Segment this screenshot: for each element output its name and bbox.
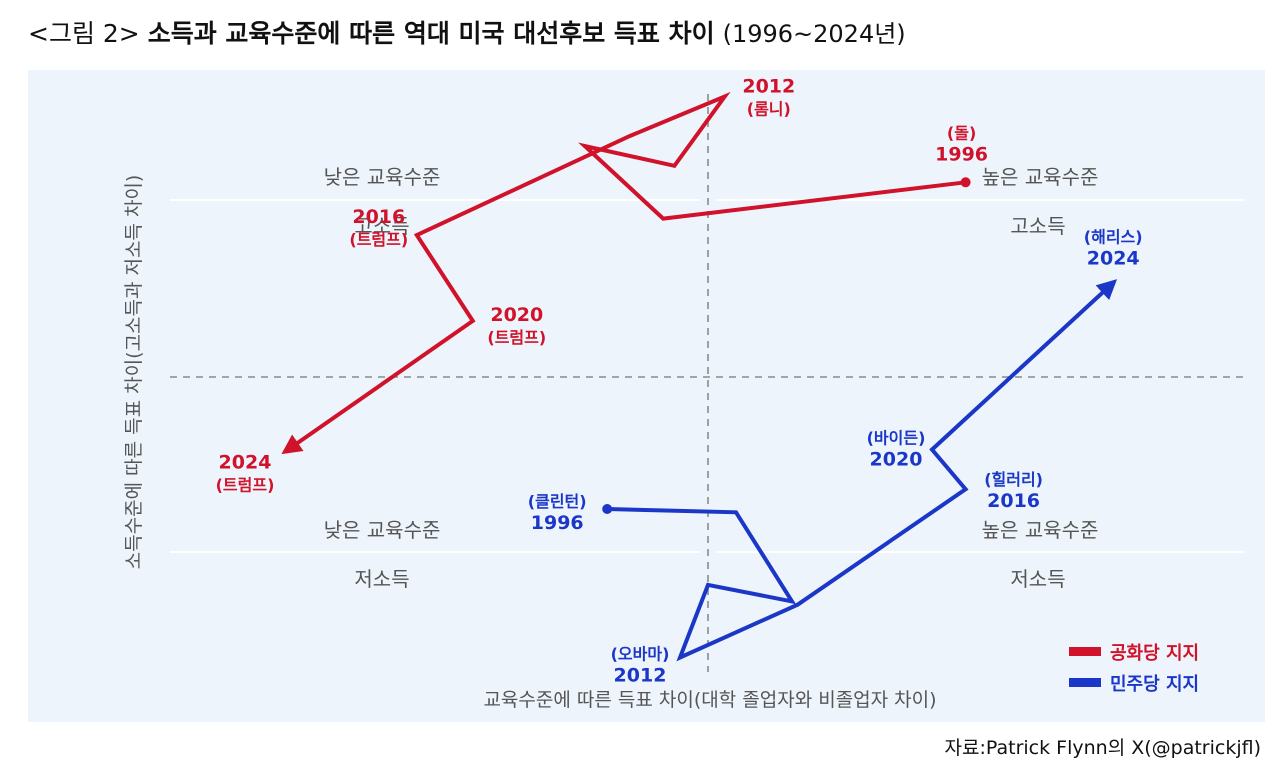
legend-swatch-republican (1069, 647, 1101, 656)
series-vertex-democrat-6 (963, 487, 968, 492)
point-year-label-republican-2024: 2024 (219, 452, 272, 474)
point-year-label-democrat-2016: 2016 (987, 490, 1040, 512)
point-year-label-democrat-2012: 2012 (614, 665, 667, 687)
title-prefix: <그림 2> (28, 19, 140, 48)
point-year-label-republican-2020: 2020 (490, 304, 543, 326)
quadrant-top-left-income: 고소득 (354, 214, 409, 238)
series-vertex-republican-4 (723, 94, 727, 99)
point-year-label-democrat-2020: 2020 (870, 449, 923, 471)
quadrant-bottom-right-income: 저소득 (1010, 567, 1065, 591)
series-vertex-democrat-7 (930, 447, 934, 452)
series-vertex-democrat-4 (678, 655, 682, 660)
point-candidate-label-republican-2012: (롬니) (747, 100, 791, 119)
chart-panel (28, 70, 1265, 722)
series-vertex-republican-1 (661, 216, 665, 221)
legend-swatch-democrat (1069, 678, 1101, 687)
series-vertex-democrat-1 (734, 510, 738, 515)
point-year-label-democrat-1996: 1996 (531, 512, 584, 534)
legend-label-democrat: 민주당 지지 (1110, 674, 1199, 695)
series-vertex-republican-6 (415, 233, 419, 237)
title-main: 소득과 교육수준에 따른 역대 미국 대선후보 득표 차이 (147, 19, 715, 48)
series-vertex-democrat-3 (706, 583, 710, 587)
y-axis-label: 소득수준에 따른 득표 차이(고소득과 저소득 차이) (123, 175, 145, 570)
series-start-point-democrat (602, 504, 613, 514)
point-candidate-label-democrat-2020: (바이든) (867, 429, 926, 448)
point-candidate-label-republican-1996: (돌) (947, 123, 976, 142)
point-candidate-label-democrat-1996: (클린턴) (528, 492, 587, 511)
series-start-point-republican (960, 177, 971, 188)
quadrant-top-left-education: 낮은 교육수준 (324, 165, 441, 189)
point-year-label-republican-1996: 1996 (935, 143, 988, 165)
point-candidate-label-republican-2020: (트럼프) (487, 328, 546, 347)
point-candidate-label-republican-2016: (트럼프) (349, 230, 408, 249)
point-candidate-label-democrat-2016: (힐러리) (984, 470, 1043, 489)
series-vertex-democrat-2 (790, 599, 794, 604)
point-year-label-democrat-2024: 2024 (1087, 248, 1140, 270)
quadrant-top-right-education: 높은 교육수준 (982, 165, 1099, 189)
series-vertex-democrat-5 (795, 602, 800, 607)
chart-title: <그림 2> 소득과 교육수준에 따른 역대 미국 대선후보 득표 차이 (19… (28, 14, 906, 50)
title-range: (1996~2024년) (722, 20, 906, 48)
point-year-label-republican-2012: 2012 (742, 76, 795, 98)
quadrant-bottom-right-education: 높은 교육수준 (982, 518, 1099, 542)
quadrant-bottom-left-education: 낮은 교육수준 (324, 518, 441, 542)
series-vertex-republican-7 (471, 319, 475, 323)
x-axis-label: 교육수준에 따른 득표 차이(대학 졸업자와 비졸업자 차이) (483, 689, 936, 711)
series-vertex-republican-3 (672, 164, 677, 168)
quadrant-bottom-left-income: 저소득 (354, 567, 409, 591)
point-candidate-label-democrat-2024: (해리스) (1084, 228, 1143, 247)
legend-label-republican: 공화당 지지 (1110, 643, 1199, 664)
series-vertex-republican-2 (583, 144, 587, 148)
quadrant-top-right-income: 고소득 (1010, 214, 1065, 238)
series-line-republican (281, 91, 966, 455)
legend: 공화당 지지 민주당 지지 (1069, 643, 1199, 695)
source-note: 자료:Patrick Flynn의 X(@patrickjfl) (944, 737, 1261, 759)
point-candidate-label-republican-2024: (트럼프) (216, 476, 275, 495)
series-vertex-republican-5 (627, 134, 632, 138)
point-candidate-label-democrat-2012: (오바마) (611, 645, 670, 664)
point-year-label-republican-2016: 2016 (352, 206, 405, 228)
